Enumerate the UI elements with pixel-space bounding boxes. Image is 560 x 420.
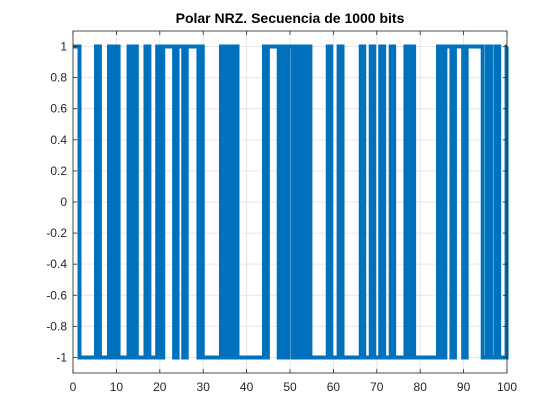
x-tick-label: 70 xyxy=(370,380,384,394)
ticks: 0 10 20 30 40 50 60 70 80 90 100 1 0.8 0.6 0.4 0.2 0 -0.2… xyxy=(46,31,517,394)
series-layer xyxy=(73,44,509,360)
chart-title: Polar NRZ. Secuencia de 1000 bits xyxy=(176,10,405,26)
x-tick-label: 100 xyxy=(497,380,517,394)
x-tick-label: 20 xyxy=(153,380,167,394)
series-line xyxy=(73,44,509,360)
y-tick-label: -0.2 xyxy=(46,226,67,240)
y-tick-label: -0.6 xyxy=(46,288,67,302)
x-tick-label: 90 xyxy=(457,380,471,394)
x-tick-label: 50 xyxy=(283,380,297,394)
y-tick-label: 0.4 xyxy=(50,133,67,147)
x-tick-label: 40 xyxy=(240,380,254,394)
y-tick-label: 0.2 xyxy=(50,164,67,178)
x-tick-label: 80 xyxy=(414,380,428,394)
y-tick-label: -0.8 xyxy=(46,319,67,333)
x-tick-label: 60 xyxy=(327,380,341,394)
x-tick-label: 10 xyxy=(110,380,124,394)
y-tick-label: -1 xyxy=(56,350,67,364)
y-tick-label: 0.6 xyxy=(50,102,67,116)
y-tick-label: 1 xyxy=(60,40,67,54)
y-tick-label: 0 xyxy=(60,195,67,209)
x-tick-label: 0 xyxy=(70,380,77,394)
y-tick-label: -0.4 xyxy=(46,257,67,271)
x-tick-label: 30 xyxy=(197,380,211,394)
y-tick-label: 0.8 xyxy=(50,71,67,85)
